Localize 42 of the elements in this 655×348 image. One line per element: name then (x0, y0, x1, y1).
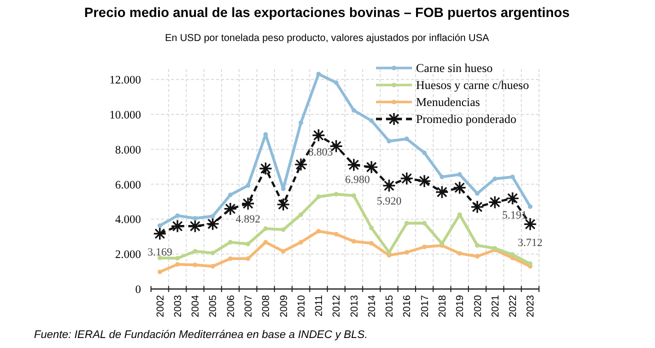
source-note: Fuente: IERAL de Fundación Mediterránea en base a INDEC y BLS. (34, 329, 368, 341)
y-tick-label: 8.000 (115, 144, 142, 156)
x-tick-label: 2005 (208, 294, 220, 318)
data-label: 6.980 (345, 174, 370, 186)
x-tick-label: 2013 (349, 294, 360, 318)
x-tick-label: 2006 (226, 294, 237, 318)
data-label: 8.803 (308, 146, 334, 158)
data-label: 3.169 (147, 246, 173, 259)
x-tick-label: 2012 (332, 294, 343, 318)
x-tick-label: 2003 (172, 294, 184, 318)
x-tick-label: 2015 (384, 294, 396, 318)
x-tick-label: 2009 (278, 294, 290, 318)
legend-label: Promedio ponderado (416, 112, 516, 126)
x-tick-label: 2016 (402, 294, 414, 318)
y-tick-label: 10.000 (109, 109, 142, 122)
legend-label: Huesos y carne c/hueso (416, 78, 529, 92)
x-tick-label: 2020 (472, 294, 484, 318)
y-tick-label: 4.000 (115, 214, 142, 226)
data-label: 5.920 (376, 196, 402, 208)
y-tick-label: 12.000 (109, 74, 142, 86)
x-tick-label: 2021 (490, 294, 502, 318)
x-tick-label: 2022 (508, 294, 520, 318)
y-tick-label: 2.000 (115, 249, 142, 262)
x-tick-label: 2002 (155, 294, 166, 318)
data-label: 3.712 (518, 237, 543, 250)
legend-label: Menudencias (416, 95, 480, 110)
x-tick-label: 2010 (296, 294, 308, 318)
x-tick-label: 2008 (261, 294, 272, 318)
x-tick-label: 2007 (244, 294, 254, 318)
legend-label: Carne sin hueso (416, 61, 493, 76)
chart-title: Precio medio anual de las exportaciones bovinas – FOB puertos argentinos (84, 5, 570, 20)
x-tick-label: 2004 (190, 294, 202, 318)
x-tick-label: 2023 (526, 294, 537, 318)
y-tick-label: 6.000 (115, 179, 142, 192)
x-tick-label: 2014 (366, 294, 378, 318)
x-tick-label: 2011 (314, 294, 326, 317)
data-label: 4.892 (236, 214, 260, 226)
x-tick-label: 2019 (455, 294, 466, 318)
y-tick-label: 0 (135, 284, 142, 296)
x-tick-label: 2017 (420, 294, 431, 318)
chart-subtitle: En USD por tonelada peso producto, valores ajustados por inflación USA (164, 33, 490, 44)
x-tick-label: 2018 (438, 294, 448, 318)
